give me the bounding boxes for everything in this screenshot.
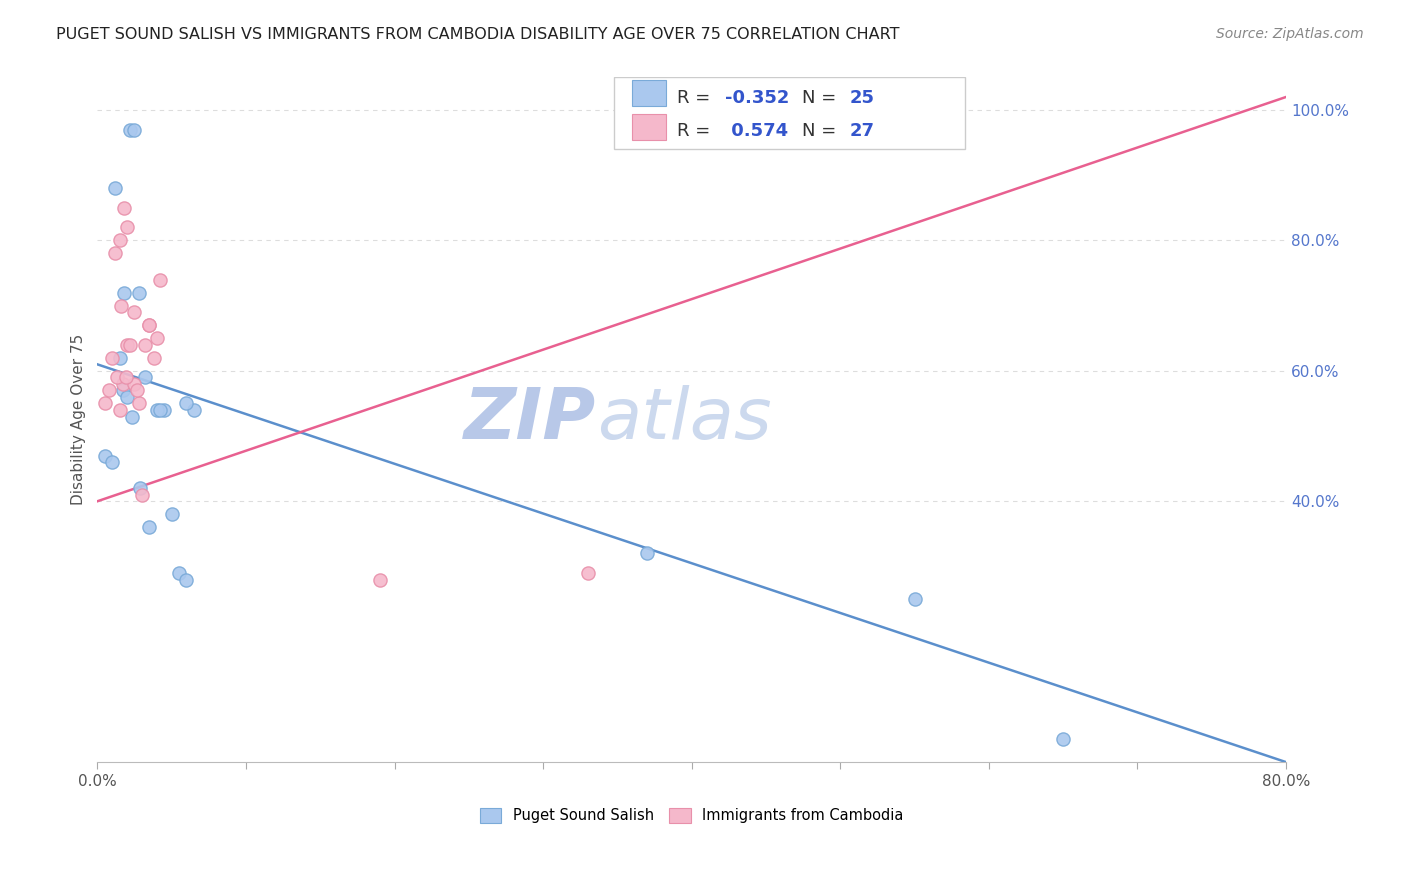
Point — [176, 573, 198, 587]
Text: N =: N = — [803, 88, 842, 106]
Text: 27: 27 — [849, 122, 875, 140]
Point — [104, 246, 127, 260]
Point — [98, 384, 121, 398]
Point — [121, 409, 143, 424]
Point — [149, 403, 172, 417]
Text: ZIP: ZIP — [464, 385, 596, 454]
Point — [118, 338, 141, 352]
Text: R =: R = — [678, 122, 717, 140]
Point — [368, 573, 391, 587]
Text: PUGET SOUND SALISH VS IMMIGRANTS FROM CAMBODIA DISABILITY AGE OVER 75 CORRELATIO: PUGET SOUND SALISH VS IMMIGRANTS FROM CA… — [56, 27, 900, 42]
Point — [124, 305, 146, 319]
Point — [112, 201, 135, 215]
Point — [146, 403, 169, 417]
FancyBboxPatch shape — [633, 113, 665, 139]
FancyBboxPatch shape — [633, 79, 665, 106]
Point — [124, 122, 146, 136]
Point — [114, 370, 136, 384]
Point — [153, 403, 176, 417]
Point — [118, 122, 141, 136]
Point — [176, 396, 198, 410]
Point — [134, 338, 156, 352]
Point — [110, 299, 132, 313]
Point — [94, 396, 117, 410]
Point — [134, 370, 156, 384]
Text: 0.574: 0.574 — [725, 122, 787, 140]
Text: atlas: atlas — [596, 385, 772, 454]
Text: -0.352: -0.352 — [725, 88, 789, 106]
Point — [903, 592, 925, 607]
Point — [108, 351, 131, 365]
Point — [127, 384, 149, 398]
Point — [160, 508, 183, 522]
Point — [112, 285, 135, 300]
Point — [111, 376, 134, 391]
Point — [124, 376, 146, 391]
Text: R =: R = — [678, 88, 717, 106]
Text: Source: ZipAtlas.com: Source: ZipAtlas.com — [1216, 27, 1364, 41]
Point — [576, 566, 599, 580]
Point — [101, 351, 124, 365]
Point — [167, 566, 190, 580]
Point — [149, 272, 172, 286]
Point — [115, 390, 138, 404]
Point — [1052, 732, 1074, 747]
FancyBboxPatch shape — [614, 78, 965, 149]
Point — [138, 318, 160, 333]
Point — [104, 181, 127, 195]
Point — [105, 370, 128, 384]
Point — [101, 455, 124, 469]
Point — [115, 338, 138, 352]
Point — [115, 220, 138, 235]
Text: 25: 25 — [849, 88, 875, 106]
Legend: Puget Sound Salish, Immigrants from Cambodia: Puget Sound Salish, Immigrants from Camb… — [479, 808, 904, 823]
Point — [128, 285, 150, 300]
Point — [146, 331, 169, 345]
Point — [138, 520, 160, 534]
Point — [108, 234, 131, 248]
Point — [128, 396, 150, 410]
Point — [142, 351, 165, 365]
Point — [108, 403, 131, 417]
Point — [129, 481, 152, 495]
Y-axis label: Disability Age Over 75: Disability Age Over 75 — [72, 334, 86, 506]
Point — [138, 318, 160, 333]
Point — [131, 488, 153, 502]
Point — [636, 546, 658, 560]
Point — [183, 403, 205, 417]
Text: N =: N = — [803, 122, 842, 140]
Point — [111, 384, 134, 398]
Point — [94, 449, 117, 463]
